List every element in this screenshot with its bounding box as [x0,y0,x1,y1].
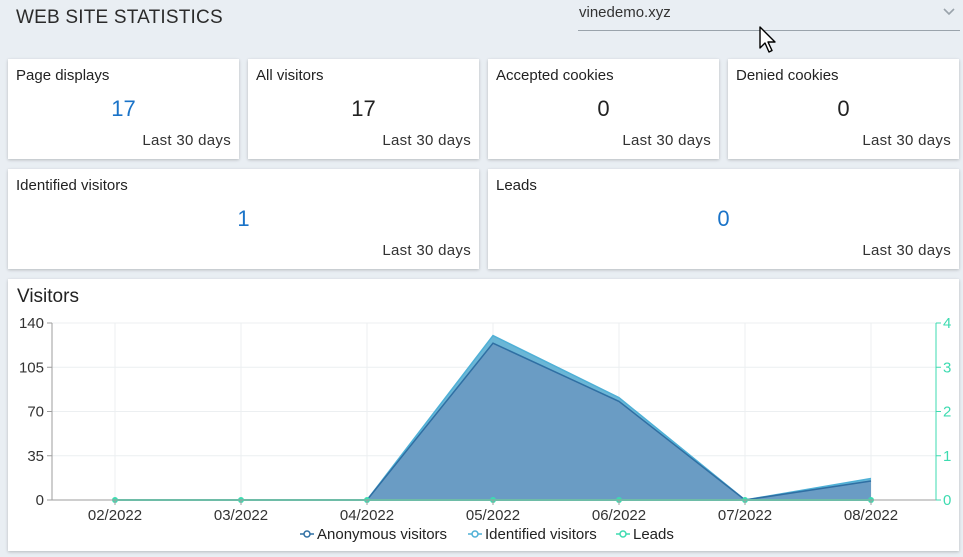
mouse-cursor-icon [759,26,776,53]
legend-marker [619,530,627,538]
x-tick-label: 07/2022 [718,507,772,524]
x-tick-label: 06/2022 [592,507,646,524]
visitors-chart-card: Visitors 0 35 70 105 140 0 1 2 3 4 02/2022 03/2022 0… [8,279,959,551]
y-right-tick-label: 3 [943,359,951,376]
card-period: Last 30 days [142,132,231,149]
page-displays-card[interactable]: Page displays 17 Last 30 days [8,59,239,159]
x-tick-label: 03/2022 [214,507,268,524]
legend-label: Anonymous visitors [317,526,447,543]
chart-title: Visitors [17,286,79,307]
y-right-tick-label: 2 [943,404,951,421]
y-left-tick-label: 35 [27,448,44,465]
card-label: Page displays [16,67,110,84]
card-period: Last 30 days [382,132,471,149]
legend-marker [303,530,311,538]
y-right-tick-label: 1 [943,448,951,465]
page-title: WEB SITE STATISTICS [16,7,223,28]
visitors-chart: 0 35 70 105 140 0 1 2 3 4 02/2022 03/2022 04/2022 05/… [19,315,951,543]
card-period: Last 30 days [622,132,711,149]
card-value: 0 [717,206,730,231]
accepted-cookies-card: Accepted cookies 0 Last 30 days [488,59,719,159]
legend-label: Leads [633,526,674,543]
x-tick-label: 04/2022 [340,507,394,524]
x-tick-label: 05/2022 [466,507,520,524]
card-period: Last 30 days [862,132,951,149]
chevron-down-icon [943,8,955,16]
card-label: Denied cookies [736,67,839,84]
anonymous-visitors-area [115,343,871,500]
y-left-tick-label: 105 [19,359,44,376]
card-value: 1 [237,206,250,231]
denied-cookies-card: Denied cookies 0 Last 30 days [728,59,959,159]
x-tick-label: 02/2022 [88,507,142,524]
all-visitors-card: All visitors 17 Last 30 days [248,59,479,159]
y-left-tick-label: 0 [36,492,44,509]
leads-card[interactable]: Leads 0 Last 30 days [488,169,959,269]
card-label: Leads [496,177,537,194]
x-tick-label: 08/2022 [844,507,898,524]
card-period: Last 30 days [382,242,471,259]
y-right-tick-label: 0 [943,492,951,509]
card-value: 17 [351,96,376,121]
card-label: All visitors [256,67,324,84]
card-label: Identified visitors [16,177,128,194]
card-value: 0 [837,96,850,121]
y-right-tick-label: 4 [943,315,951,332]
card-label: Accepted cookies [496,67,614,84]
site-select[interactable]: vinedemo.xyz [578,0,960,31]
y-left-tick-label: 140 [19,315,44,332]
card-value: 17 [111,96,136,121]
legend-label: Identified visitors [485,526,597,543]
y-left-tick-label: 70 [27,404,44,421]
identified-visitors-card[interactable]: Identified visitors 1 Last 30 days [8,169,479,269]
site-select-value: vinedemo.xyz [579,4,671,21]
card-period: Last 30 days [862,242,951,259]
card-value: 0 [597,96,610,121]
legend-marker [471,530,479,538]
